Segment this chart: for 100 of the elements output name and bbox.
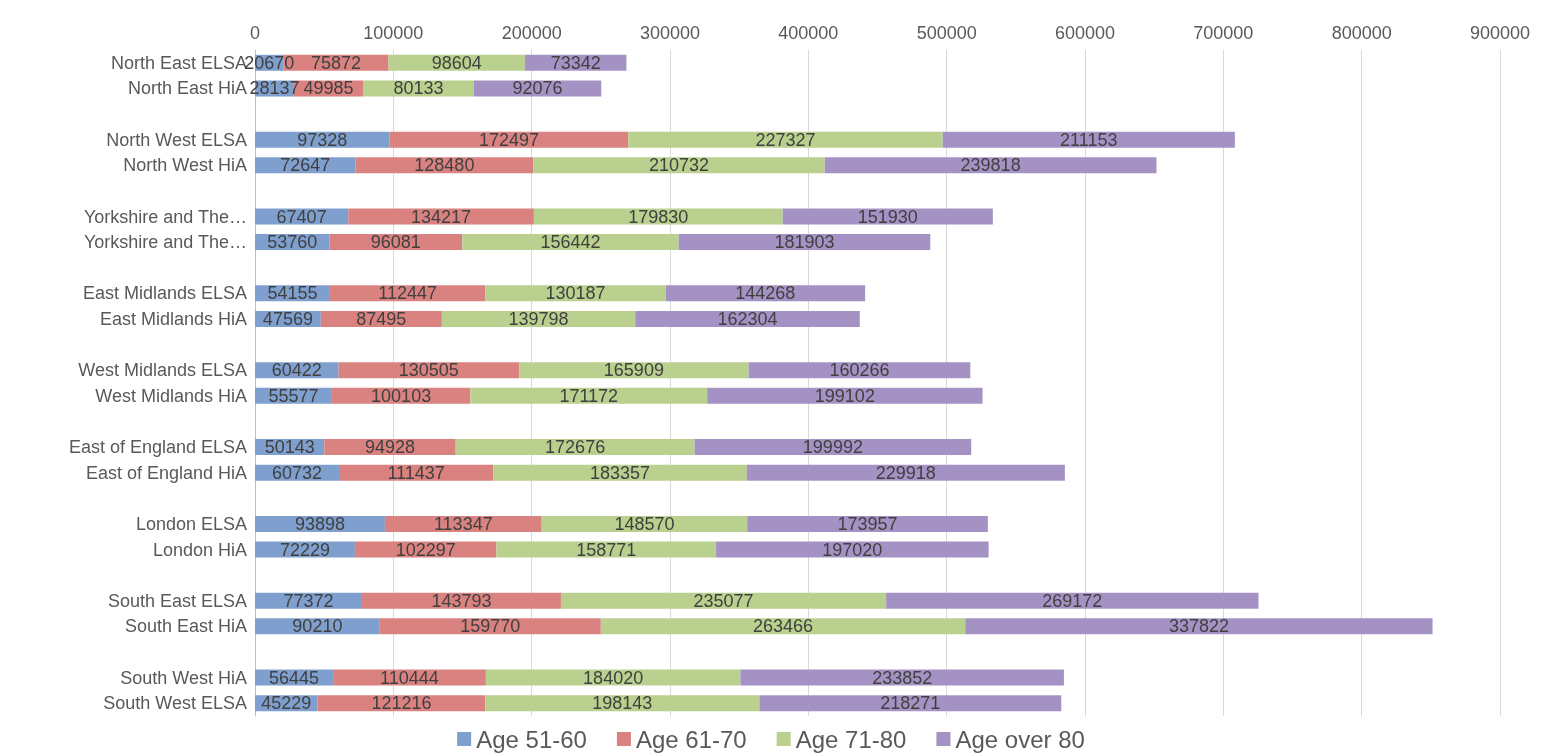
data-label: 67407 (276, 206, 327, 227)
y-tick-label: North East ELSA (110, 52, 247, 73)
data-label: 143793 (431, 590, 492, 611)
x-tick-label: 0 (249, 23, 261, 43)
data-label: 130187 (545, 283, 606, 304)
y-tick-label: South East ELSA (107, 590, 247, 611)
data-label: 110444 (380, 667, 439, 688)
data-label: 181903 (774, 232, 835, 253)
data-label: 199102 (814, 385, 875, 406)
data-label: 179830 (628, 206, 689, 227)
bar (694, 439, 972, 456)
bar (493, 464, 747, 481)
data-label: 197020 (822, 539, 883, 560)
x-tick-label: 100000 (363, 23, 424, 43)
legend-label: Age 71-80 (795, 725, 907, 753)
data-label: 173957 (837, 513, 898, 534)
y-tick-label: East Midlands HiA (99, 308, 247, 329)
x-tick-label: 200000 (501, 23, 562, 43)
y-tick-label: London HiA (152, 539, 247, 560)
bar (600, 618, 966, 635)
data-label: 227327 (755, 129, 816, 150)
bar (628, 131, 943, 148)
data-label: 263466 (753, 616, 814, 637)
y-tick-label: East Midlands ELSA (82, 283, 247, 304)
data-label: 269172 (1042, 590, 1103, 611)
data-label: 159770 (460, 616, 521, 637)
data-label: 80133 (393, 78, 444, 99)
data-label: 171172 (559, 385, 619, 406)
data-label: 211153 (1060, 129, 1118, 150)
data-label: 102297 (395, 539, 456, 560)
data-label: 229918 (875, 462, 936, 483)
data-label: 55577 (268, 385, 319, 406)
y-tick-label: South West ELSA (103, 693, 247, 714)
data-label: 45229 (261, 693, 312, 714)
y-tick-label: North West HiA (123, 155, 247, 176)
legend-label: Age 61-70 (635, 725, 747, 753)
data-label: 139798 (508, 308, 569, 329)
data-label: 96081 (370, 232, 421, 253)
data-label: 72229 (279, 539, 330, 560)
data-label: 77372 (283, 590, 334, 611)
data-label: 130505 (398, 360, 459, 381)
x-tick-label: 500000 (916, 23, 977, 43)
data-label: 75872 (311, 52, 362, 73)
data-label: 93898 (294, 513, 345, 534)
data-label: 162304 (717, 308, 778, 329)
data-label: 87495 (356, 308, 407, 329)
legend-label: Age 51-60 (476, 725, 587, 753)
data-label: 210732 (648, 155, 710, 176)
bar (485, 695, 760, 712)
data-label: 337822 (1168, 616, 1229, 637)
x-tick-label: 800000 (1331, 23, 1392, 43)
data-label: 47569 (262, 308, 313, 329)
y-tick-label: Yorkshire and The… (83, 206, 247, 227)
y-tick-label: West Midlands ELSA (78, 360, 247, 381)
bar (470, 387, 708, 404)
data-label: 165909 (603, 360, 664, 381)
bar (389, 131, 629, 148)
bar (746, 464, 1065, 481)
data-label: 54155 (267, 283, 318, 304)
data-label: 172676 (545, 437, 606, 458)
bar (455, 439, 695, 456)
data-label: 151930 (857, 206, 918, 227)
bar (533, 157, 825, 174)
data-label: 56445 (269, 667, 320, 688)
data-label: 90210 (292, 616, 343, 637)
data-label: 199992 (802, 437, 863, 458)
data-label: 198143 (592, 693, 653, 714)
data-label: 72647 (280, 155, 331, 176)
data-label: 235077 (693, 590, 754, 611)
y-tick-label: South East HiA (124, 616, 247, 637)
data-label: 233852 (872, 667, 933, 688)
bar (824, 157, 1157, 174)
bar (747, 515, 988, 532)
y-tick-label: East of England ELSA (68, 437, 247, 458)
y-tick-label: East of England HiA (85, 462, 247, 483)
x-tick-label: 400000 (778, 23, 839, 43)
data-label: 184020 (583, 667, 644, 688)
bar (886, 592, 1259, 609)
data-label: 121216 (371, 693, 432, 714)
data-label: 60422 (271, 360, 322, 381)
bar (759, 695, 1062, 712)
bar (740, 669, 1064, 686)
bar (965, 618, 1433, 635)
y-tick-label: London ELSA (135, 513, 247, 534)
data-label: 73342 (550, 52, 601, 73)
data-label: 97328 (297, 129, 348, 150)
x-tick-label: 700000 (1193, 23, 1254, 43)
data-label: 172497 (478, 129, 539, 150)
data-label: 183357 (589, 462, 651, 483)
data-label: 92076 (512, 78, 563, 99)
data-label: 239818 (960, 155, 1021, 176)
data-label: 218271 (880, 693, 941, 714)
data-label: 134217 (411, 206, 472, 227)
data-label: 50143 (264, 437, 315, 458)
data-label: 148570 (614, 513, 675, 534)
data-label: 94928 (364, 437, 416, 458)
bar (942, 131, 1235, 148)
legend-label: Age over 80 (955, 725, 1085, 753)
x-tick-label: 900000 (1469, 23, 1531, 43)
data-label: 128480 (414, 155, 475, 176)
